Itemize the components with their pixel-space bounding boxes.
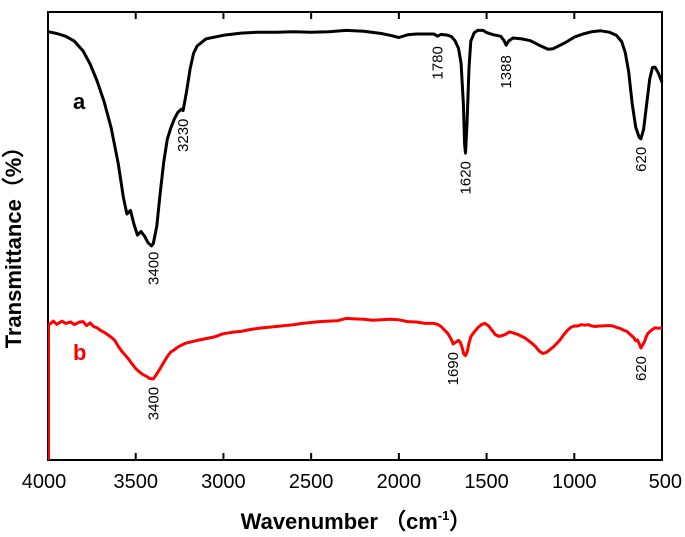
peak-label-a-620: 620: [633, 147, 650, 172]
peak-annotations: 3400 3230 1780 1620 1388 620 3400 1690 620: [145, 46, 650, 420]
x-tick-label: 3000: [201, 471, 246, 493]
x-axis-title-unit-sup: -1: [438, 508, 450, 523]
x-axis-title-unit-close: ）: [449, 509, 471, 534]
x-axis-ticks: 4000 3500 3000 2500 2000 1500 1000 500: [22, 12, 682, 493]
series-lines: [47, 28, 664, 460]
x-axis-title: Wavenumber （cm-1）: [241, 508, 472, 534]
plot-frame-rect: [47, 11, 663, 461]
x-tick-label: 4000: [22, 471, 67, 493]
x-tick-label: 1500: [464, 471, 509, 493]
x-tick-label: 1000: [552, 471, 597, 493]
y-axis-title: Transmittance（%）: [1, 136, 26, 349]
peak-label-a-1620: 1620: [458, 161, 475, 194]
peak-label-b-1690: 1690: [445, 352, 462, 385]
x-tick-label: 2000: [377, 471, 422, 493]
series-label-b: b: [73, 340, 86, 365]
x-axis-title-main: Wavenumber: [241, 509, 379, 534]
x-tick-label: 500: [649, 471, 682, 493]
peak-label-a-1780: 1780: [430, 46, 447, 79]
series-line-a: [47, 28, 664, 248]
peak-label-a-1388: 1388: [498, 55, 515, 88]
x-axis-title-unit: （cm: [384, 509, 438, 534]
peak-label-a-3230: 3230: [175, 119, 192, 152]
peak-label-a-3400: 3400: [145, 252, 162, 285]
peak-label-b-3400: 3400: [145, 387, 162, 420]
x-tick-label: 2500: [289, 471, 334, 493]
peak-label-b-620: 620: [633, 356, 650, 381]
series-labels: ab: [73, 89, 86, 365]
x-tick-label: 3500: [113, 471, 158, 493]
series-line-b: [47, 316, 663, 381]
plot-frame: [47, 11, 663, 461]
series-label-a: a: [73, 89, 86, 114]
